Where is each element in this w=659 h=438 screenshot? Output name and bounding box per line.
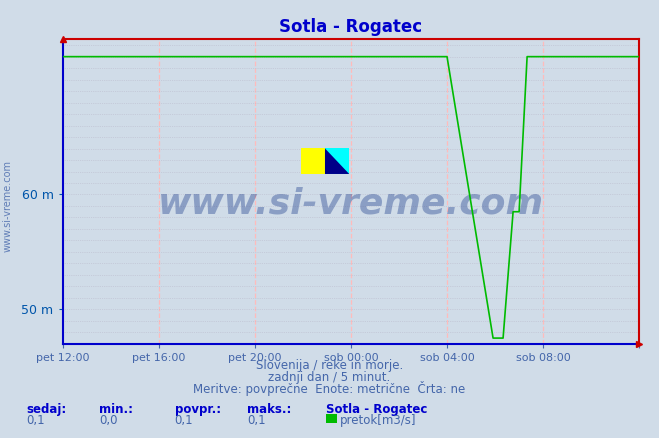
Text: www.si-vreme.com: www.si-vreme.com bbox=[158, 187, 544, 221]
Title: Sotla - Rogatec: Sotla - Rogatec bbox=[279, 18, 422, 36]
Text: min.:: min.: bbox=[99, 403, 133, 416]
Bar bbox=[325, 148, 349, 174]
Text: zadnji dan / 5 minut.: zadnji dan / 5 minut. bbox=[268, 371, 391, 384]
Text: 0,1: 0,1 bbox=[247, 414, 266, 427]
Text: 0,0: 0,0 bbox=[99, 414, 117, 427]
Polygon shape bbox=[325, 148, 349, 174]
Bar bbox=[301, 148, 325, 174]
Text: pretok[m3/s]: pretok[m3/s] bbox=[340, 414, 416, 427]
Text: 0,1: 0,1 bbox=[26, 414, 45, 427]
Text: Sotla - Rogatec: Sotla - Rogatec bbox=[326, 403, 428, 416]
Text: 0,1: 0,1 bbox=[175, 414, 193, 427]
Text: maks.:: maks.: bbox=[247, 403, 291, 416]
Text: sedaj:: sedaj: bbox=[26, 403, 67, 416]
Text: Meritve: povprečne  Enote: metrične  Črta: ne: Meritve: povprečne Enote: metrične Črta:… bbox=[193, 381, 466, 396]
Text: Slovenija / reke in morje.: Slovenija / reke in morje. bbox=[256, 359, 403, 372]
Text: povpr.:: povpr.: bbox=[175, 403, 221, 416]
Text: www.si-vreme.com: www.si-vreme.com bbox=[3, 160, 13, 252]
